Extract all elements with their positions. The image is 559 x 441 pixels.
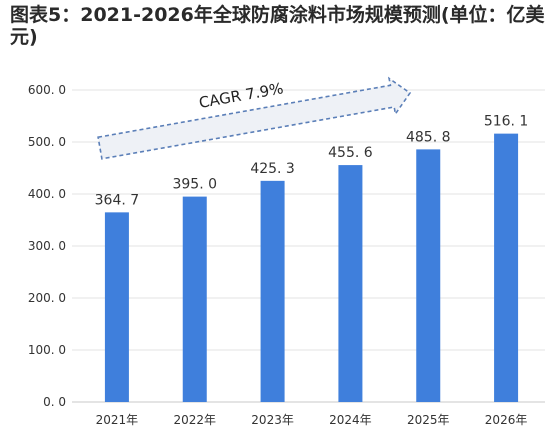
x-axis-ticks: 2021年 2022年 2023年 2024年 2025年 2026年 — [96, 413, 528, 427]
bar-value-label: 455. 6 — [328, 145, 373, 161]
bar-value-label: 395. 0 — [172, 177, 217, 193]
bar-value-label: 516. 1 — [484, 114, 529, 130]
x-tick-label: 2023年 — [251, 413, 294, 427]
bar-value-label: 485. 8 — [406, 129, 451, 145]
y-tick-label: 300. 0 — [28, 239, 66, 253]
x-tick-label: 2026年 — [485, 413, 528, 427]
bar-chart: 0. 0 100. 0 200. 0 300. 0 400. 0 500. 0 600. 0… — [0, 56, 559, 441]
value-labels: 364. 7 395. 0 425. 3 455. 6 485. 8 516. 1 — [95, 114, 529, 209]
x-tick-label: 2025年 — [407, 413, 450, 427]
y-tick-label: 600. 0 — [28, 83, 66, 97]
y-tick-label: 0. 0 — [43, 395, 66, 409]
x-tick-label: 2021年 — [96, 413, 139, 427]
bar-value-label: 425. 3 — [250, 161, 295, 177]
y-tick-label: 100. 0 — [28, 343, 66, 357]
bars — [104, 133, 519, 402]
bar — [338, 165, 363, 402]
bar — [494, 133, 519, 402]
bar — [416, 149, 441, 402]
y-tick-label: 200. 0 — [28, 291, 66, 305]
x-tick-label: 2024年 — [329, 413, 372, 427]
y-tick-label: 500. 0 — [28, 135, 66, 149]
y-tick-label: 400. 0 — [28, 187, 66, 201]
bar — [260, 180, 285, 402]
x-tick-label: 2022年 — [173, 413, 216, 427]
cagr-arrow — [97, 76, 412, 160]
bar — [104, 212, 129, 402]
y-axis-ticks: 0. 0 100. 0 200. 0 300. 0 400. 0 500. 0 600. 0 — [28, 83, 66, 409]
bar-value-label: 364. 7 — [95, 192, 140, 208]
bar — [182, 196, 207, 402]
chart-title: 图表5：2021-2026年全球防腐涂料市场规模预测(单位：亿美元) — [10, 4, 545, 48]
